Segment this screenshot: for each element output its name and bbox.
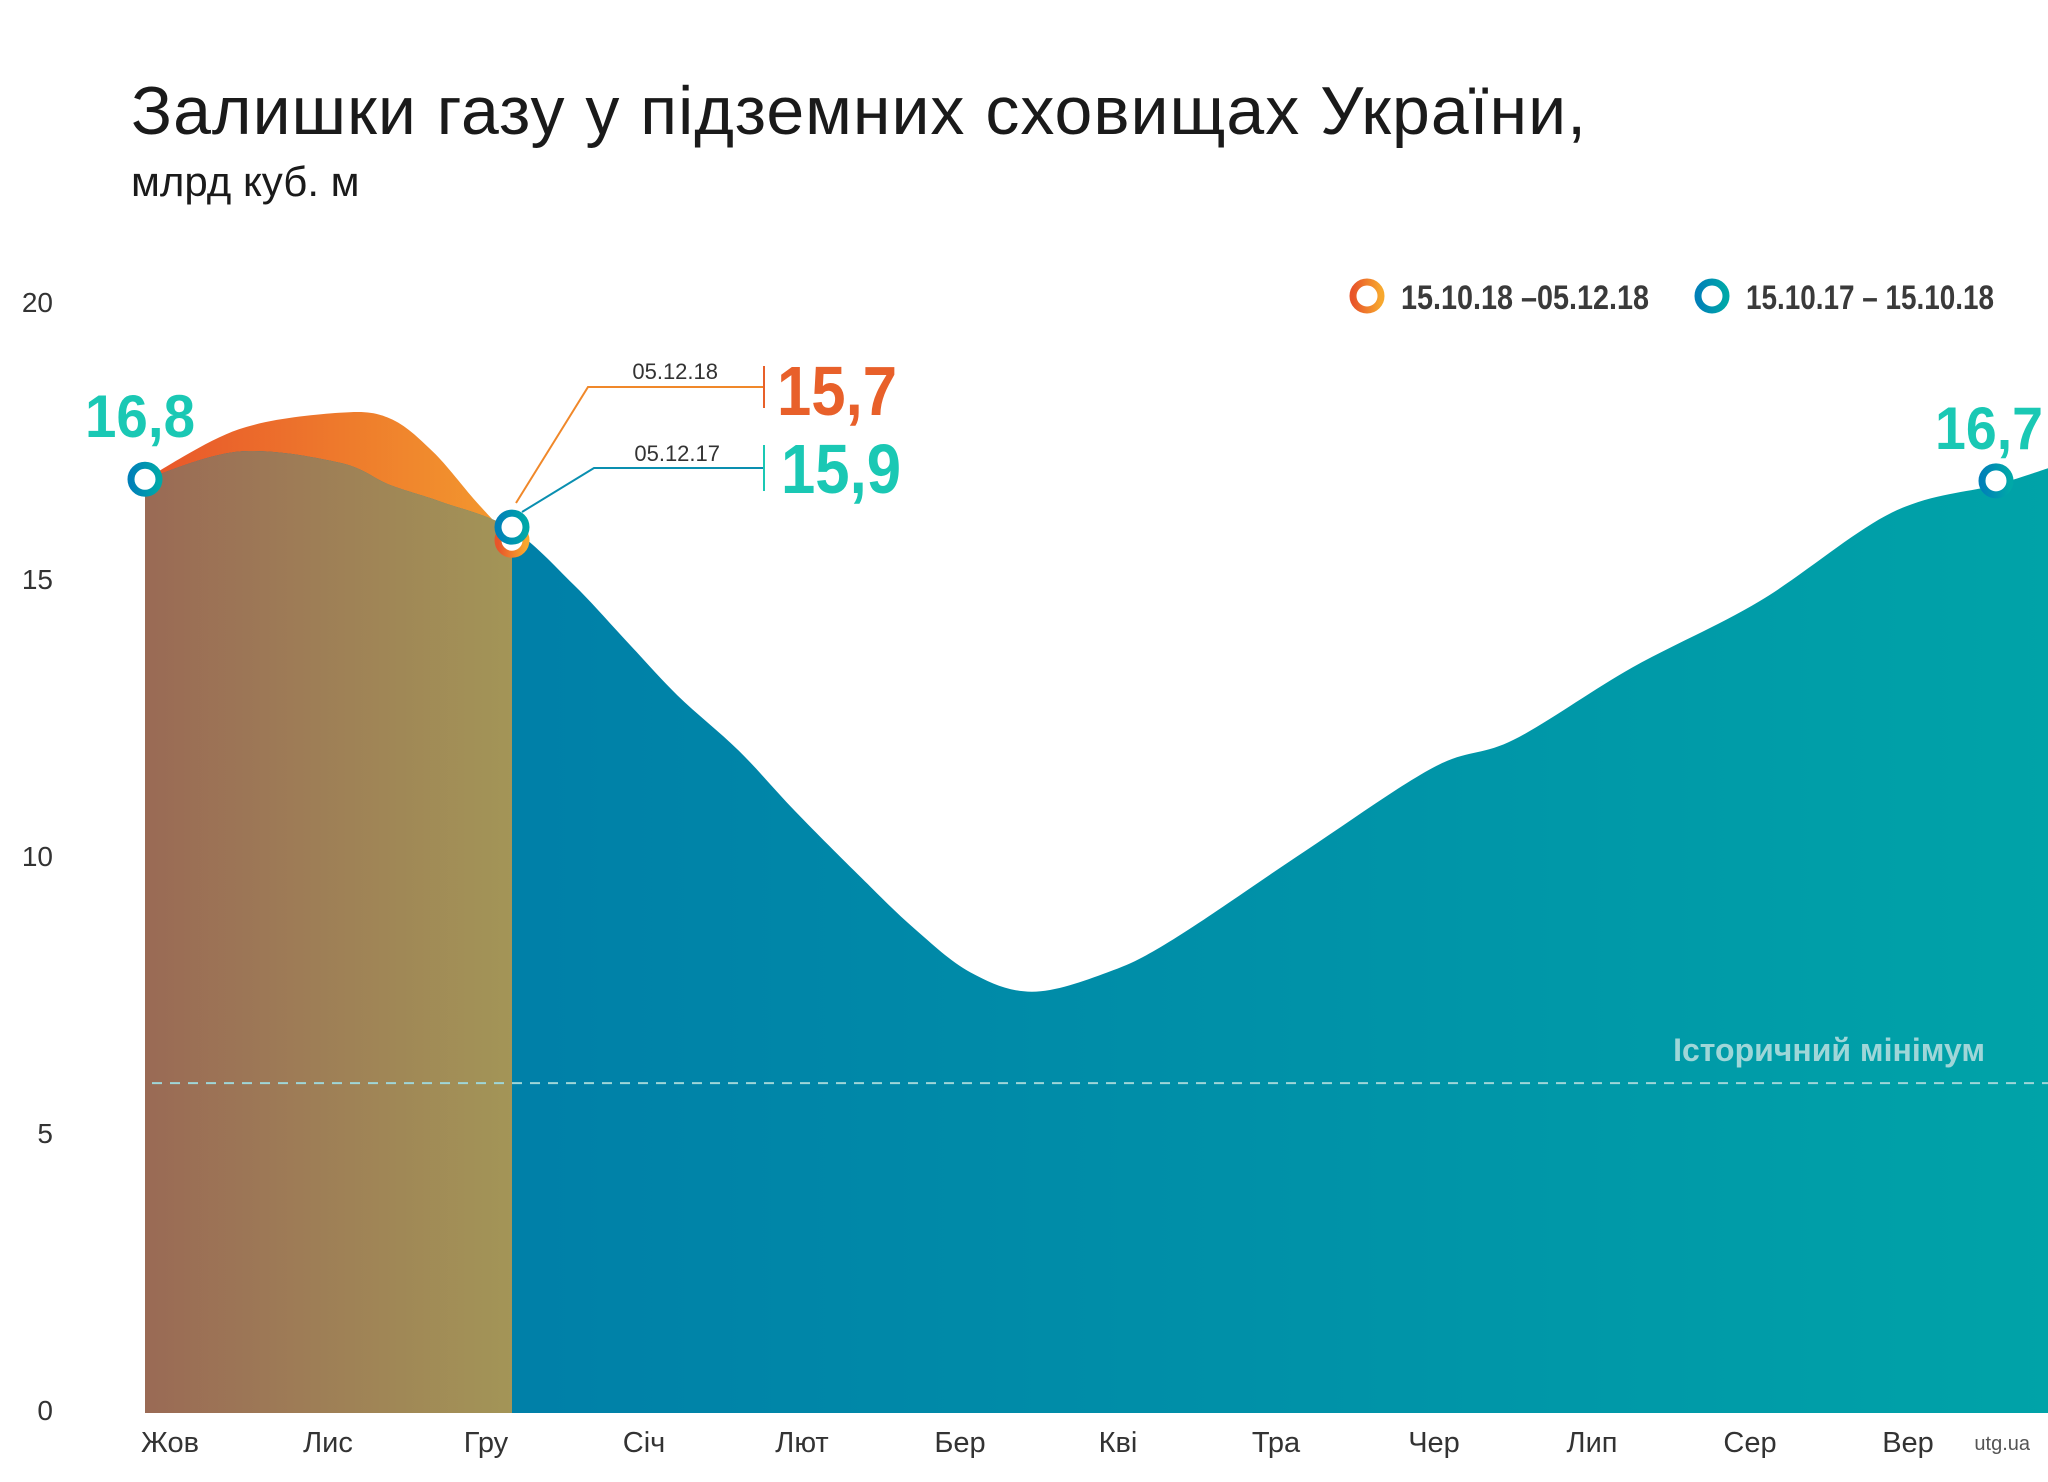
chart-title: Залишки газу у підземних сховищах Україн… bbox=[131, 73, 1587, 149]
x-tick-label: Тра bbox=[1252, 1427, 1301, 1459]
y-tick-label: 15 bbox=[22, 564, 53, 595]
source-label: utg.ua bbox=[1974, 1433, 2030, 1455]
legend-marker bbox=[1349, 278, 1385, 314]
area-2017-2018 bbox=[145, 451, 2048, 1413]
y-tick-label: 10 bbox=[22, 841, 53, 872]
leader-line-2018 bbox=[515, 386, 764, 504]
x-tick-label: Лют bbox=[775, 1427, 828, 1459]
leader-line-2017 bbox=[521, 467, 764, 513]
x-tick-label: Бер bbox=[934, 1427, 985, 1459]
x-tick-label: Лис bbox=[303, 1427, 353, 1459]
chart-subtitle: млрд куб. м bbox=[131, 158, 360, 205]
value-label-2018: 15,7 bbox=[777, 352, 897, 430]
legend-label: 15.10.17 – 15.10.18 bbox=[1746, 279, 1994, 317]
x-tick-label: Сер bbox=[1723, 1427, 1776, 1459]
marker-2017-previous bbox=[494, 509, 530, 545]
y-tick-label: 0 bbox=[37, 1395, 53, 1426]
date-label-2018: 05.12.18 bbox=[632, 359, 718, 384]
x-tick-label: Вер bbox=[1882, 1427, 1934, 1459]
legend-label: 15.10.18 –05.12.18 bbox=[1401, 279, 1649, 317]
x-tick-label: Кві bbox=[1099, 1427, 1138, 1459]
x-tick-label: Лип bbox=[1567, 1427, 1618, 1459]
area-overlap bbox=[145, 451, 512, 1413]
y-tick-label: 20 bbox=[22, 287, 53, 318]
end-value-label: 16,7 bbox=[1935, 395, 2043, 462]
marker-start bbox=[127, 461, 163, 497]
value-label-2017: 15,9 bbox=[781, 430, 901, 508]
historical-minimum-label: Історичний мінімум bbox=[1673, 1032, 1985, 1068]
x-tick-label: Січ bbox=[623, 1427, 666, 1459]
x-tick-label: Чер bbox=[1408, 1427, 1460, 1459]
legend-marker bbox=[1694, 278, 1730, 314]
start-value-label: 16,8 bbox=[85, 383, 195, 450]
date-label-2017: 05.12.17 bbox=[634, 441, 720, 466]
marker-end bbox=[1978, 463, 2014, 499]
y-tick-label: 5 bbox=[37, 1118, 53, 1149]
x-tick-label: Жов bbox=[141, 1427, 199, 1459]
x-tick-label: Гру bbox=[464, 1427, 509, 1459]
